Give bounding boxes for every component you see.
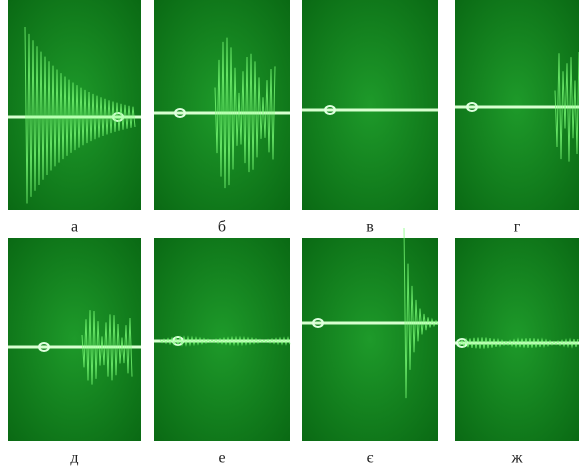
- figure: а б в г д е є ж: [0, 0, 579, 471]
- panel-label: г: [514, 219, 521, 236]
- screen: [8, 238, 141, 441]
- panel-label: а: [71, 219, 78, 236]
- panel-label: д: [70, 450, 78, 467]
- scope-panel: д: [8, 238, 141, 467]
- scope-panel: е: [154, 238, 290, 467]
- scope-panel: в: [302, 0, 438, 236]
- scope-panel: г: [455, 0, 579, 236]
- panel-label: б: [218, 219, 226, 236]
- screen: [302, 0, 438, 210]
- panel-label: є: [367, 450, 374, 467]
- panel-label: в: [366, 219, 374, 236]
- scope-panel: ж: [455, 238, 579, 467]
- panel-label: ж: [510, 450, 523, 467]
- scope-panel: б: [154, 0, 290, 236]
- figure-svg: а б в г д е є ж: [0, 0, 579, 471]
- scope-panel: є: [302, 228, 438, 467]
- scope-panel: а: [8, 0, 141, 236]
- panel-label: е: [218, 450, 225, 467]
